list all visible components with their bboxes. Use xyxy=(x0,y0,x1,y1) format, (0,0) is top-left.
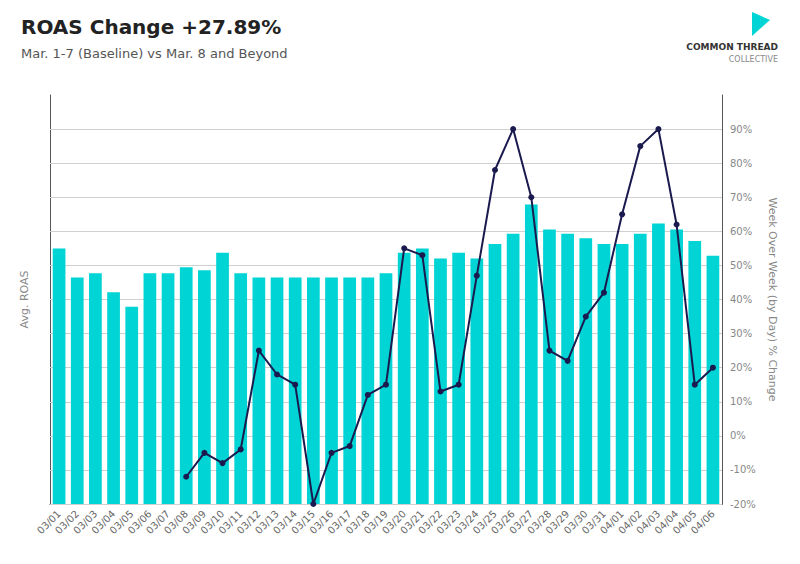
svg-text:03/16: 03/16 xyxy=(307,508,336,537)
svg-text:03/28: 03/28 xyxy=(525,508,554,537)
svg-text:03/05: 03/05 xyxy=(107,508,136,537)
svg-text:03/29: 03/29 xyxy=(543,508,572,537)
svg-text:04/06: 04/06 xyxy=(689,508,717,536)
svg-text:03/03: 03/03 xyxy=(71,508,100,537)
svg-text:03/04: 03/04 xyxy=(89,508,118,537)
svg-text:-20%: -20% xyxy=(730,499,756,510)
svg-text:COMMON THREAD: COMMON THREAD xyxy=(686,42,778,52)
svg-text:30%: 30% xyxy=(730,328,752,339)
svg-text:60%: 60% xyxy=(730,226,752,237)
svg-text:80%: 80% xyxy=(730,158,752,169)
svg-text:03/22: 03/22 xyxy=(416,508,445,537)
svg-text:04/03: 04/03 xyxy=(634,508,663,537)
svg-text:Avg. ROAS: Avg. ROAS xyxy=(18,270,31,328)
svg-text:03/17: 03/17 xyxy=(325,508,354,537)
svg-text:03/15: 03/15 xyxy=(289,508,318,537)
svg-text:03/21: 03/21 xyxy=(398,508,427,537)
svg-text:03/02: 03/02 xyxy=(53,508,82,537)
svg-text:04/01: 04/01 xyxy=(597,508,626,537)
svg-text:03/26: 03/26 xyxy=(488,508,517,537)
svg-text:03/12: 03/12 xyxy=(234,508,263,537)
svg-text:20%: 20% xyxy=(730,362,752,373)
svg-text:03/01: 03/01 xyxy=(34,508,63,537)
svg-text:03/14: 03/14 xyxy=(270,508,300,537)
svg-text:90%: 90% xyxy=(730,124,752,135)
svg-text:03/11: 03/11 xyxy=(216,508,245,537)
svg-text:03/08: 03/08 xyxy=(162,508,191,537)
svg-text:ROAS Change +27.89%: ROAS Change +27.89% xyxy=(21,15,281,39)
svg-text:-10%: -10% xyxy=(730,464,756,475)
svg-text:03/25: 03/25 xyxy=(470,508,499,537)
svg-text:03/18: 03/18 xyxy=(343,508,372,537)
svg-text:03/24: 03/24 xyxy=(452,508,481,537)
svg-text:70%: 70% xyxy=(730,192,752,203)
svg-text:10%: 10% xyxy=(730,396,752,407)
svg-text:Mar. 1-7 (Baseline) vs Mar. 8: Mar. 1-7 (Baseline) vs Mar. 8 and Beyond xyxy=(21,46,288,61)
svg-text:Week Over Week (by Day) % Chan: Week Over Week (by Day) % Change xyxy=(766,197,779,401)
svg-text:03/27: 03/27 xyxy=(507,508,536,537)
svg-text:04/02: 04/02 xyxy=(616,508,645,537)
svg-text:03/06: 03/06 xyxy=(125,508,154,537)
svg-text:03/20: 03/20 xyxy=(379,508,409,537)
svg-text:0%: 0% xyxy=(730,430,746,441)
svg-text:03/30: 03/30 xyxy=(561,508,590,537)
svg-text:03/10: 03/10 xyxy=(198,508,227,537)
svg-text:04/05: 04/05 xyxy=(670,508,699,537)
svg-text:COLLECTIVE: COLLECTIVE xyxy=(729,55,778,64)
svg-text:03/23: 03/23 xyxy=(434,508,463,537)
svg-text:40%: 40% xyxy=(730,294,752,305)
svg-text:03/19: 03/19 xyxy=(361,508,390,537)
svg-text:04/04: 04/04 xyxy=(652,508,681,537)
svg-text:03/13: 03/13 xyxy=(252,508,281,537)
svg-text:03/09: 03/09 xyxy=(180,508,209,537)
svg-text:50%: 50% xyxy=(730,260,752,271)
svg-text:03/31: 03/31 xyxy=(579,508,608,537)
svg-text:03/07: 03/07 xyxy=(143,508,172,537)
